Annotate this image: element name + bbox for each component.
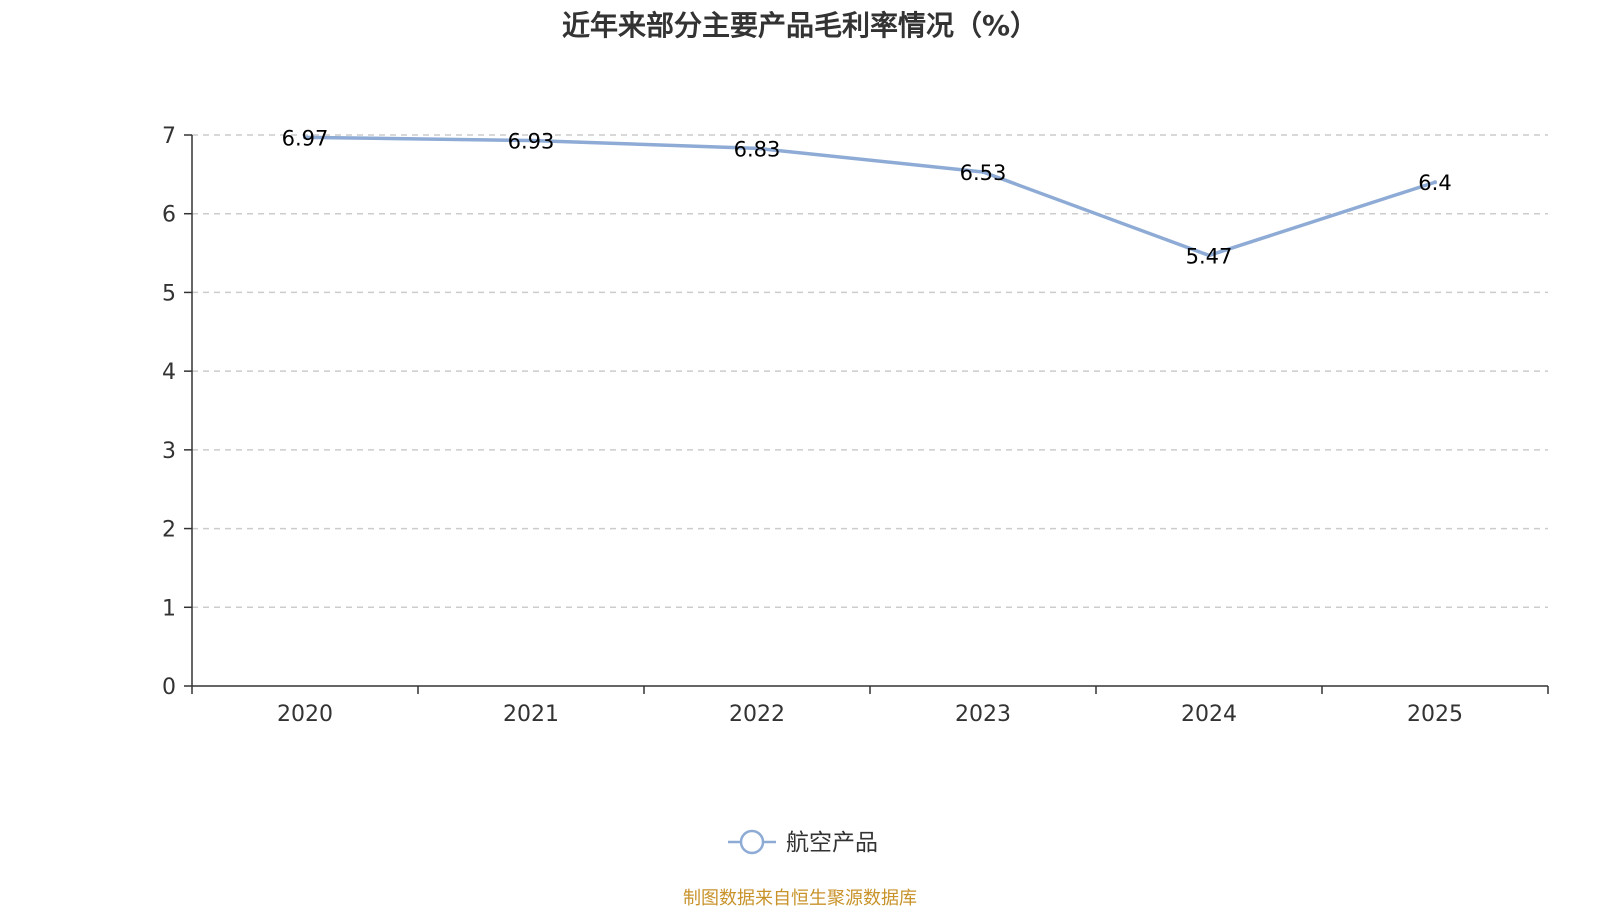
data-label: 6.53: [960, 161, 1007, 185]
data-label: 5.47: [1186, 244, 1233, 268]
grid-lines: [192, 134, 1548, 609]
y-tick-label: 6: [162, 203, 176, 228]
data-point: [1207, 253, 1211, 258]
axes: 0 1 2 3 4 5 6 7 2020 2021 2022 2023 2024 2025: [162, 124, 1549, 727]
data-label: 6.97: [282, 126, 329, 150]
data-point: [529, 138, 533, 143]
chart-title: 近年来部分主要产品毛利率情况（%）: [561, 9, 1039, 42]
source-note: 制图数据来自恒生聚源数据库: [683, 888, 917, 909]
series-layer: [303, 135, 1437, 258]
x-tick-label: 2023: [955, 702, 1011, 727]
series-line-0: [303, 135, 1437, 258]
y-tick-label: 0: [162, 675, 176, 700]
legend-item-0[interactable]: 航空产品: [728, 829, 878, 856]
data-point: [303, 135, 307, 140]
legend-circle-icon: [739, 829, 765, 855]
legend[interactable]: 航空产品: [728, 829, 878, 856]
data-label: 6.83: [734, 137, 781, 161]
legend-label: 航空产品: [786, 830, 878, 856]
x-tick-label: 2025: [1407, 702, 1463, 727]
y-tick-label: 5: [162, 281, 176, 306]
data-point: [1433, 180, 1437, 185]
data-label: 6.93: [508, 130, 555, 154]
data-label: 6.4: [1418, 171, 1451, 195]
y-tick-label: 2: [162, 518, 176, 543]
y-tick-label: 4: [162, 360, 176, 385]
x-tick-label: 2021: [503, 702, 559, 727]
x-tick-label: 2022: [729, 702, 785, 727]
y-tick-label: 7: [162, 124, 176, 149]
x-tick-label: 2020: [277, 702, 333, 727]
data-point: [755, 146, 759, 151]
data-point: [981, 169, 985, 174]
x-tick-label: 2024: [1181, 702, 1237, 727]
y-tick-label: 3: [162, 439, 176, 464]
y-tick-label: 1: [162, 596, 176, 621]
data-labels: 6.97 6.93 6.83 6.53 5.47 6.4: [282, 126, 1452, 268]
